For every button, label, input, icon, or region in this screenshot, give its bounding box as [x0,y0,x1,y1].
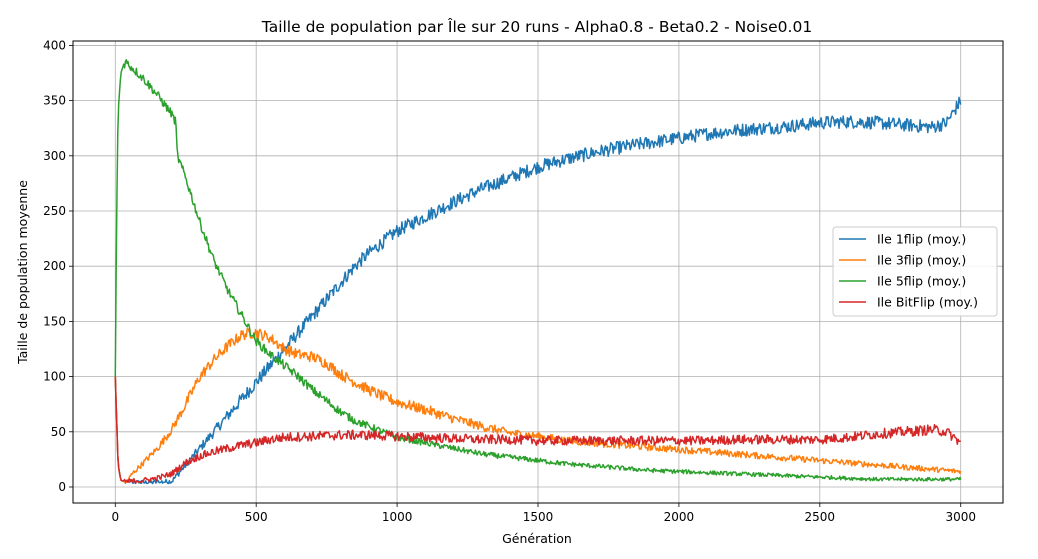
y-tick-label: 50 [51,425,66,439]
y-axis-ticks: 0 50 100 150 200 250 300 350 400 [43,38,73,494]
series-line-3 [114,59,962,482]
y-tick-label: 350 [43,94,66,108]
x-tick-label: 2000 [664,510,695,524]
y-axis-label: Taille de population moyenne [15,180,30,365]
grid-lines [73,41,1003,503]
x-tick-label: 3000 [945,510,976,524]
y-tick-label: 100 [43,370,66,384]
series-line-1 [114,96,962,485]
x-axis-label: Génération [502,531,572,546]
x-axis-ticks: 0 500 1000 1500 2000 2500 3000 [111,503,976,524]
x-tick-label: 2500 [805,510,836,524]
legend-label: Ile 1flip (moy.) [877,232,966,247]
y-tick-label: 300 [43,149,66,163]
x-tick-label: 1500 [523,510,554,524]
x-tick-label: 1000 [382,510,413,524]
x-tick-label: 500 [245,510,268,524]
y-tick-label: 0 [58,480,66,494]
legend-label: Ile 5flip (moy.) [877,274,966,289]
series-line-2 [114,328,962,484]
chart-title: Taille de population par Île sur 20 runs… [261,17,812,36]
x-tick-label: 0 [111,510,119,524]
plot-area [114,59,962,485]
series-line-4 [114,376,962,485]
legend-label: Ile 3flip (moy.) [877,253,966,268]
legend-box [832,226,998,317]
y-tick-label: 200 [43,259,66,273]
y-tick-label: 400 [43,38,66,52]
y-tick-label: 250 [43,204,66,218]
legend: Ile 1flip (moy.) Ile 3flip (moy.) Ile 5fli… [832,226,998,317]
y-tick-label: 150 [43,314,66,328]
legend-label: Ile BitFlip (moy.) [877,295,978,310]
